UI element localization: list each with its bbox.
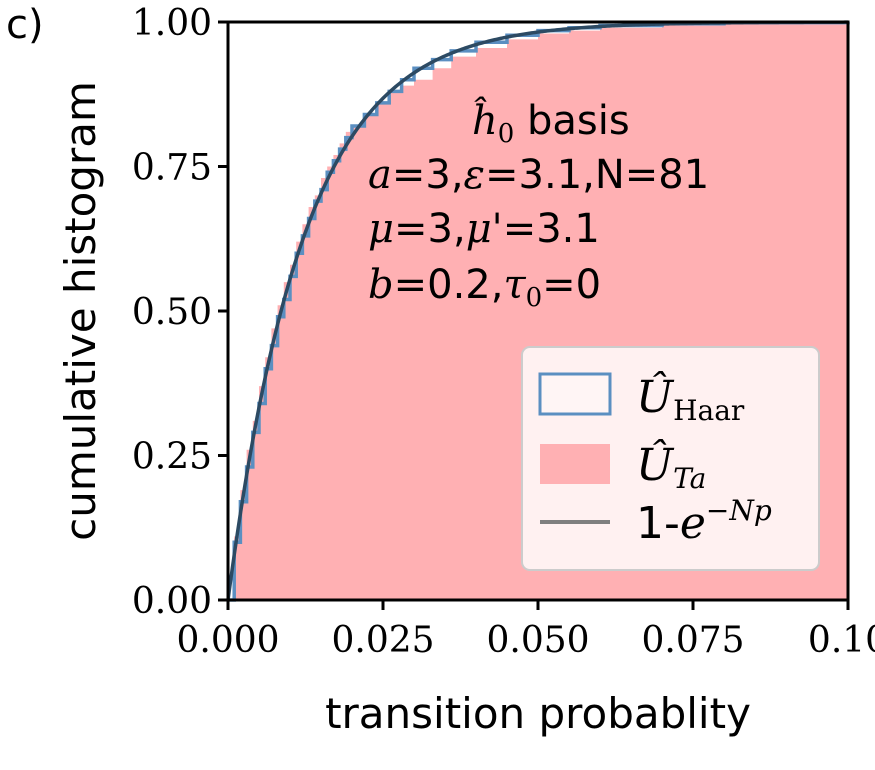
legend-label-theory: 1-e−Np xyxy=(636,494,772,549)
legend: ÛHaar ÛTa 1-e−Np xyxy=(521,346,820,571)
h-hat-symbol: ĥ xyxy=(472,97,498,144)
annotation-line-params-2: μ=3,μ'=3.1 xyxy=(368,206,600,252)
legend-label-haar: ÛHaar xyxy=(636,370,745,427)
y-tick-label: 0.00 xyxy=(132,581,212,622)
x-tick-label: 0.025 xyxy=(331,620,434,661)
x-tick-label: 0.075 xyxy=(641,620,744,661)
h-subscript: 0 xyxy=(498,119,515,149)
parameter-annotation: ĥ0 basis a=3,ε=3.1,N=81 μ=3,μ'=3.1 b=0.2… xyxy=(368,97,709,313)
annotation-line-params-1: a=3,ε=3.1,N=81 xyxy=(368,152,709,198)
x-tick-label: 0.000 xyxy=(176,620,279,661)
y-tick-label: 0.50 xyxy=(132,292,212,333)
axis-ticks: 0.000 0.025 0.050 0.075 0.10 0.00 0.25 0.50 0.75… xyxy=(132,3,875,661)
legend-swatch-ta xyxy=(540,444,610,484)
basis-text: basis xyxy=(514,98,629,144)
x-tick-label: 0.10 xyxy=(808,620,875,661)
annotation-line-basis: ĥ0 basis xyxy=(472,97,630,149)
legend-swatch-haar xyxy=(538,372,612,416)
x-tick-label: 0.050 xyxy=(486,620,589,661)
legend-label-ta: ÛTa xyxy=(636,438,706,495)
legend-box xyxy=(521,346,820,571)
annotation-line-params-3: b=0.2,τ0=0 xyxy=(368,262,601,313)
y-axis-label: cumulative histogram xyxy=(56,81,105,541)
y-tick-label: 0.75 xyxy=(132,148,212,189)
x-axis-label: transition probablity xyxy=(325,689,751,738)
y-tick-label: 0.25 xyxy=(132,437,212,478)
y-tick-label: 1.00 xyxy=(132,3,212,44)
panel-label: c) xyxy=(6,2,44,48)
